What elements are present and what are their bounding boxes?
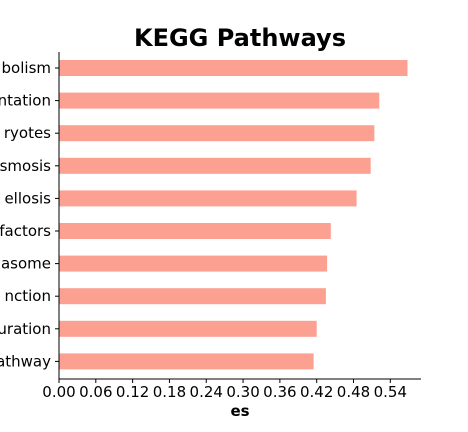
bar-9 — [59, 320, 317, 337]
bar-7 — [59, 255, 328, 272]
bar-6 — [59, 223, 331, 239]
y-tick-label: factors — [0, 222, 51, 240]
x-tick-labels: 0.00 0.06 0.12 0.18 0.24 0.30 0.36 0.42 0.48 0.54 — [42, 379, 407, 401]
x-tick-label: 0.06 — [79, 383, 112, 401]
y-tick-label: ntation — [0, 92, 51, 110]
x-tick-label: 0.12 — [116, 383, 149, 401]
y-tick-label: athway — [0, 352, 51, 370]
x-tick-label: 0.24 — [190, 383, 223, 401]
x-tick-label: 0.48 — [337, 383, 370, 401]
bars-group — [59, 60, 408, 370]
y-tick-label: ryotes — [4, 124, 51, 142]
x-tick-label: 0.54 — [374, 383, 407, 401]
bar-4 — [59, 157, 371, 174]
y-tick-label: asome — [1, 255, 51, 273]
bar-10 — [59, 353, 314, 370]
bar-1 — [59, 60, 408, 76]
y-tick-label: nction — [5, 287, 52, 305]
y-tick-label: ellosis — [4, 189, 51, 207]
x-tick-label: 0.42 — [300, 383, 333, 401]
bar-5 — [59, 190, 357, 207]
chart-title: KEGG Pathways — [134, 24, 346, 52]
x-tick-label: 0.36 — [263, 383, 296, 401]
x-tick-label: 0.00 — [42, 383, 75, 401]
y-tick-label: bolism — [2, 59, 51, 77]
y-tick-labels: bolism ntation ryotes smosis ellosis factors a… — [0, 59, 59, 370]
x-tick-label: 0.18 — [153, 383, 186, 401]
bar-3 — [59, 125, 375, 142]
y-tick-label: uration — [0, 320, 51, 338]
bar-2 — [59, 92, 380, 109]
y-tick-label: smosis — [0, 157, 51, 175]
bar-8 — [59, 288, 326, 305]
x-axis-label: es — [230, 402, 249, 420]
x-tick-label: 0.30 — [226, 383, 259, 401]
